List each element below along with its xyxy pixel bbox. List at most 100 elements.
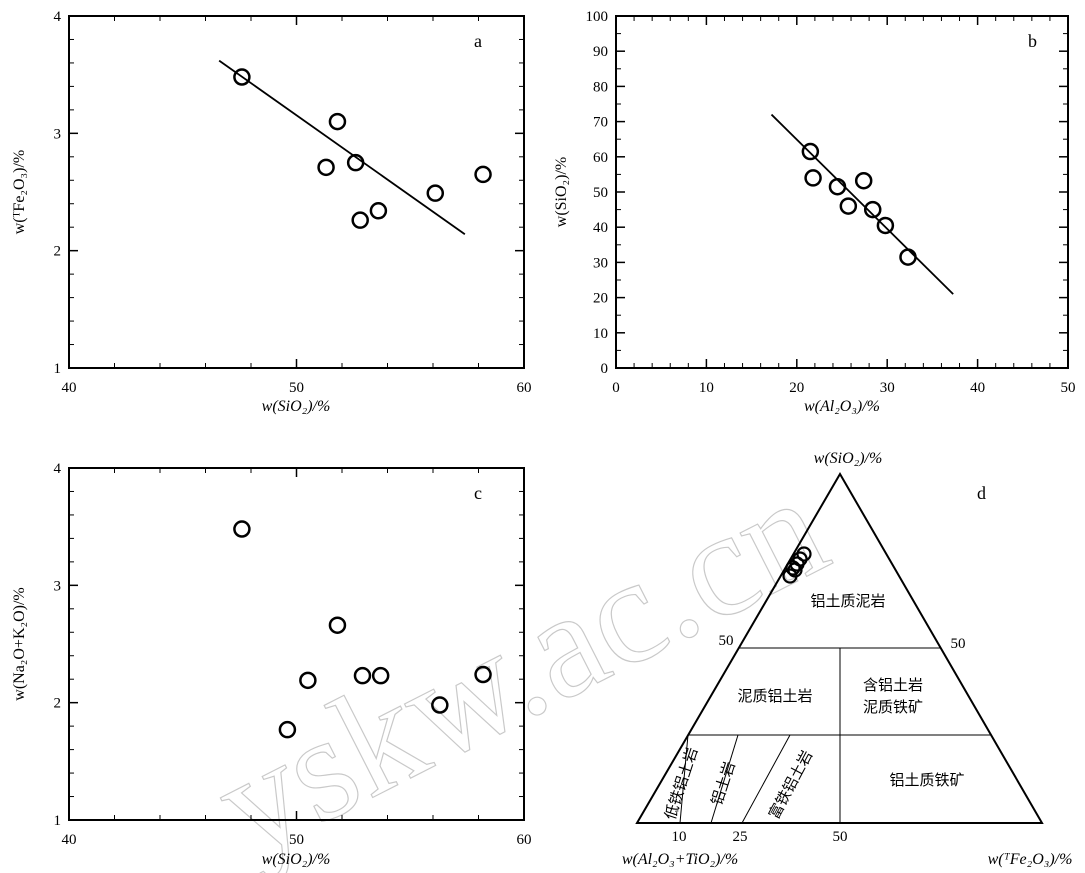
- y-tick-label: 90: [593, 44, 608, 60]
- ternary-right-label: w(ᵀFe₂O₃)/%: [988, 851, 1073, 868]
- data-point: [233, 68, 251, 86]
- x-tick-label: 40: [970, 380, 985, 396]
- data-point: [839, 197, 858, 215]
- panel-a: 40 50 60 1 2 3 4 a w(SiO₂)/% w(ᵀFe₂O₃)/%: [11, 9, 532, 415]
- y-tick-label: 3: [54, 578, 62, 594]
- x-tick-label: 50: [1061, 380, 1076, 396]
- x-tick-label: 0: [612, 380, 620, 396]
- data-point: [431, 696, 449, 714]
- x-tick-label: 50: [289, 832, 304, 848]
- y-tick-label: 60: [593, 150, 608, 166]
- panel-c-marks: [233, 520, 492, 739]
- panel-a-marks: [218, 59, 492, 235]
- x-tick-label: 60: [517, 832, 532, 848]
- data-point: [876, 216, 895, 235]
- y-tick-label: 10: [593, 326, 608, 342]
- y-tick-label: 20: [593, 291, 608, 307]
- y-tick-label: 3: [54, 126, 62, 142]
- data-point: [317, 158, 335, 177]
- ternary-divider-50: [741, 734, 791, 824]
- panel-c-letter: c: [474, 483, 482, 503]
- x-tick-label: 10: [699, 380, 714, 396]
- ternary-right-tick: 50: [951, 636, 966, 652]
- watermark: yskw.ac.cn: [190, 443, 850, 873]
- y-tick-label: 4: [54, 461, 62, 477]
- y-tick-label: 80: [593, 79, 608, 95]
- panel-a-ylabel: w(ᵀFe₂O₃)/%: [11, 150, 28, 235]
- data-point: [854, 171, 873, 190]
- data-point: [801, 142, 820, 161]
- data-point: [369, 202, 388, 220]
- ternary-base-tick-50: 50: [833, 829, 848, 845]
- panel-c: 40 50 60 1 2 3 4 c w(SiO₂)/% w(Na₂O+K₂O)/%: [11, 461, 532, 868]
- panel-b-marks: [770, 113, 954, 295]
- panel-b-xlabel: w(Al₂O₃)/%: [804, 398, 880, 415]
- ternary-left-tick: 50: [719, 633, 734, 649]
- panel-a-frame: [68, 15, 525, 369]
- panel-c-ylabel: w(Na₂O+K₂O)/%: [11, 587, 28, 700]
- panel-b: 0 10 20 30 40 50 0 10 20 30 40 50 60 70 80 90 100 b w(Al…: [553, 9, 1076, 415]
- x-tick-label: 20: [789, 380, 804, 396]
- field-bauxite-bearing: 含铝土岩: [863, 676, 923, 694]
- y-tick-label: 100: [586, 9, 609, 25]
- data-point: [371, 666, 390, 685]
- trendline: [770, 113, 954, 295]
- data-point: [351, 211, 369, 229]
- trendline: [218, 59, 466, 235]
- data-point: [863, 200, 882, 219]
- x-tick-label: 40: [62, 380, 77, 396]
- ternary-divider-10: [679, 734, 689, 824]
- panel-a-ticks: 40 50 60 1 2 3 4: [54, 9, 532, 396]
- y-tick-label: 2: [54, 696, 62, 712]
- y-tick-label: 40: [593, 220, 608, 236]
- panel-d-letter: d: [977, 483, 986, 503]
- x-tick-label: 60: [517, 380, 532, 396]
- panel-a-xlabel: w(SiO₂)/%: [262, 398, 331, 415]
- ternary-left-label: w(Al₂O₃+TiO₂)/%: [622, 851, 738, 868]
- data-point: [328, 616, 347, 634]
- ternary-points: [782, 546, 812, 584]
- panel-c-ticks: 40 50 60 1 2 3 4: [54, 461, 532, 848]
- panel-b-ticks: 0 10 20 30 40 50 0 10 20 30 40 50 60 70 80 90 100: [586, 9, 1076, 396]
- panel-a-letter: a: [474, 31, 482, 51]
- data-point: [328, 112, 347, 131]
- data-point: [299, 671, 317, 690]
- field-argillaceous-iron-ore: 泥质铁矿: [863, 698, 923, 716]
- x-tick-label: 30: [880, 380, 895, 396]
- data-point: [346, 153, 365, 172]
- y-tick-label: 1: [54, 813, 62, 829]
- panel-c-xlabel: w(SiO₂)/%: [262, 851, 331, 868]
- data-point: [233, 520, 251, 538]
- y-tick-label: 2: [54, 244, 62, 260]
- data-point: [474, 165, 492, 184]
- ternary-base-tick-25: 25: [733, 829, 748, 845]
- y-tick-label: 30: [593, 255, 608, 271]
- y-tick-label: 0: [601, 361, 609, 377]
- field-low-iron-bauxite: 低铁铝土岩: [661, 745, 701, 822]
- y-tick-label: 1: [54, 361, 62, 377]
- field-argillaceous-bauxite: 泥质铝土岩: [737, 687, 812, 705]
- field-aluminous-iron-ore: 铝土质铁矿: [889, 771, 964, 789]
- ternary-point: [796, 546, 812, 562]
- data-point: [828, 177, 847, 196]
- panel-b-ylabel: w(SiO₂)/%: [553, 157, 570, 227]
- y-tick-label: 70: [593, 115, 608, 131]
- field-iron-rich-bauxite: 富铁铝土岩: [765, 747, 816, 822]
- x-tick-label: 50: [289, 380, 304, 396]
- ternary-divider-25: [710, 734, 739, 824]
- ternary-point: [787, 562, 803, 578]
- data-point: [278, 720, 297, 739]
- panel-b-letter: b: [1028, 31, 1037, 51]
- data-point: [474, 665, 492, 684]
- y-tick-label: 50: [593, 185, 608, 201]
- field-aluminous-mudstone: 铝土质泥岩: [810, 592, 885, 610]
- data-point: [804, 169, 822, 187]
- x-tick-label: 40: [62, 832, 77, 848]
- ternary-apex-label: w(SiO₂)/%: [814, 450, 883, 467]
- data-point: [353, 666, 372, 685]
- ternary-base-tick-10: 10: [672, 829, 687, 845]
- field-bauxite: 铝土岩: [708, 759, 739, 807]
- data-point: [899, 248, 917, 266]
- data-point: [426, 184, 445, 202]
